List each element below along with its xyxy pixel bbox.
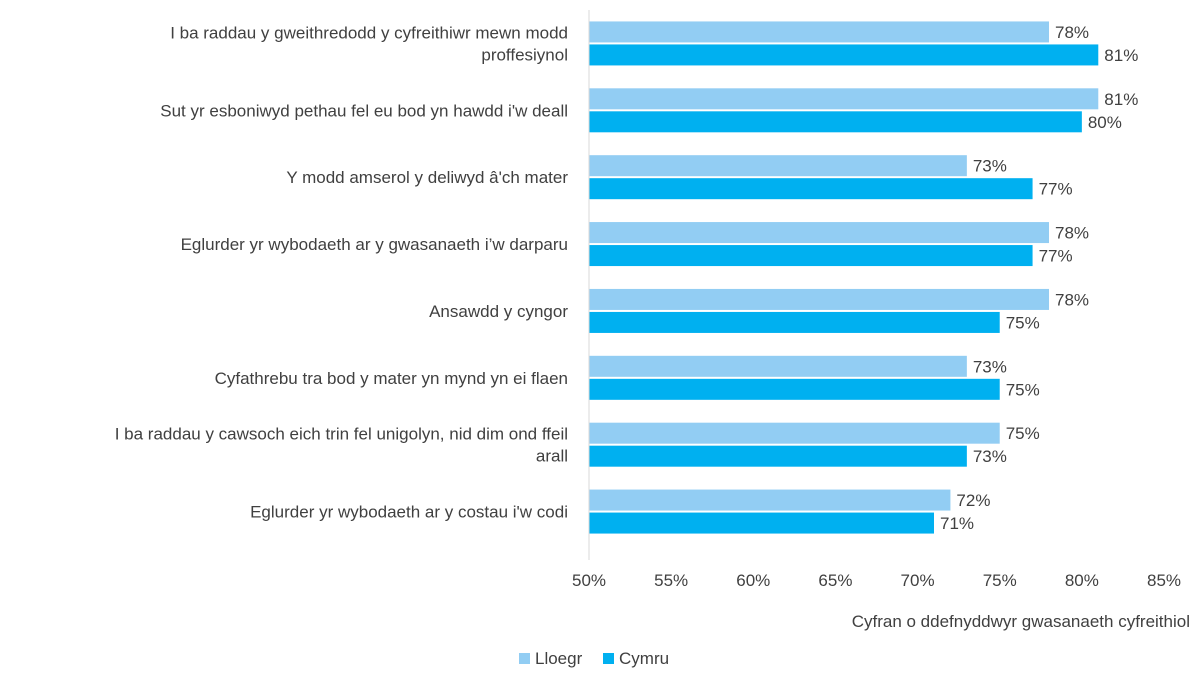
data-label: 75% (1006, 313, 1040, 332)
category-label: arall (536, 447, 568, 466)
x-tick-label: 55% (654, 571, 688, 590)
data-label: 78% (1055, 290, 1089, 309)
bar-cymru (589, 445, 967, 467)
data-label: 75% (1006, 380, 1040, 399)
x-tick-label: 85% (1147, 571, 1181, 590)
x-tick-label: 65% (818, 571, 852, 590)
data-label: 77% (1039, 247, 1073, 266)
data-label: 73% (973, 447, 1007, 466)
data-label: 80% (1088, 113, 1122, 132)
category-label: proffesiynol (481, 45, 568, 64)
category-label: Eglurder yr wybodaeth ar y gwasanaeth i’… (181, 235, 568, 254)
x-tick-labels: 50% 55% 60% 65% 70% 75% 80% 85% (572, 571, 1181, 590)
x-tick-label: 75% (983, 571, 1017, 590)
bar-cymru (589, 311, 1000, 333)
legend-swatch-lloegr (519, 653, 530, 664)
bar-cymru (589, 44, 1099, 66)
category-label: Cyfathrebu tra bod y mater yn mynd yn ei… (215, 369, 568, 388)
bar-lloegr (589, 489, 951, 511)
bar-cymru (589, 512, 934, 534)
x-tick-label: 50% (572, 571, 606, 590)
category-label: Eglurder yr wybodaeth ar y costau i'w co… (250, 503, 568, 522)
bar-lloegr (589, 355, 967, 377)
bar-cymru (589, 378, 1000, 400)
data-label: 81% (1104, 46, 1138, 65)
bars-layer: 78% 81% 81% 80% 73% 77% 78% 77% 78% 75% 73% 75% 75% 7… (589, 21, 1138, 534)
data-label: 77% (1039, 180, 1073, 199)
data-label: 75% (1006, 424, 1040, 443)
x-tick-label: 80% (1065, 571, 1099, 590)
category-label: I ba raddau y cawsoch eich trin fel unig… (115, 425, 568, 444)
legend: Lloegr Cymru (519, 649, 669, 668)
legend-label: Lloegr (535, 649, 583, 668)
legend-label: Cymru (619, 649, 669, 668)
category-label: Y modd amserol y deliwyd â'ch mater (286, 168, 568, 187)
bar-lloegr (589, 222, 1049, 244)
data-label: 78% (1055, 23, 1089, 42)
bar-cymru (589, 111, 1082, 133)
bar-lloegr (589, 21, 1049, 43)
x-tick-label: 70% (901, 571, 935, 590)
category-label: Ansawdd y cyngor (429, 302, 568, 321)
x-tick-label: 60% (736, 571, 770, 590)
bar-cymru (589, 245, 1033, 267)
bar-lloegr (589, 88, 1099, 110)
data-label: 78% (1055, 224, 1089, 243)
data-label: 81% (1104, 90, 1138, 109)
category-label: Sut yr esboniwyd pethau fel eu bod yn ha… (160, 101, 568, 120)
data-label: 73% (973, 357, 1007, 376)
bar-lloegr (589, 422, 1000, 444)
data-label: 73% (973, 157, 1007, 176)
category-label: I ba raddau y gweithredodd y cyfreithiwr… (170, 23, 568, 42)
category-labels: I ba raddau y gweithredodd y cyfreithiwr… (115, 23, 569, 521)
x-axis-title: Cyfran o ddefnyddwyr gwasanaeth cyfreith… (852, 612, 1190, 631)
legend-swatch-cymru (603, 653, 614, 664)
data-label: 72% (956, 491, 990, 510)
bar-lloegr (589, 155, 967, 177)
bar-lloegr (589, 288, 1049, 310)
data-label: 71% (940, 514, 974, 533)
bar-cymru (589, 178, 1033, 200)
